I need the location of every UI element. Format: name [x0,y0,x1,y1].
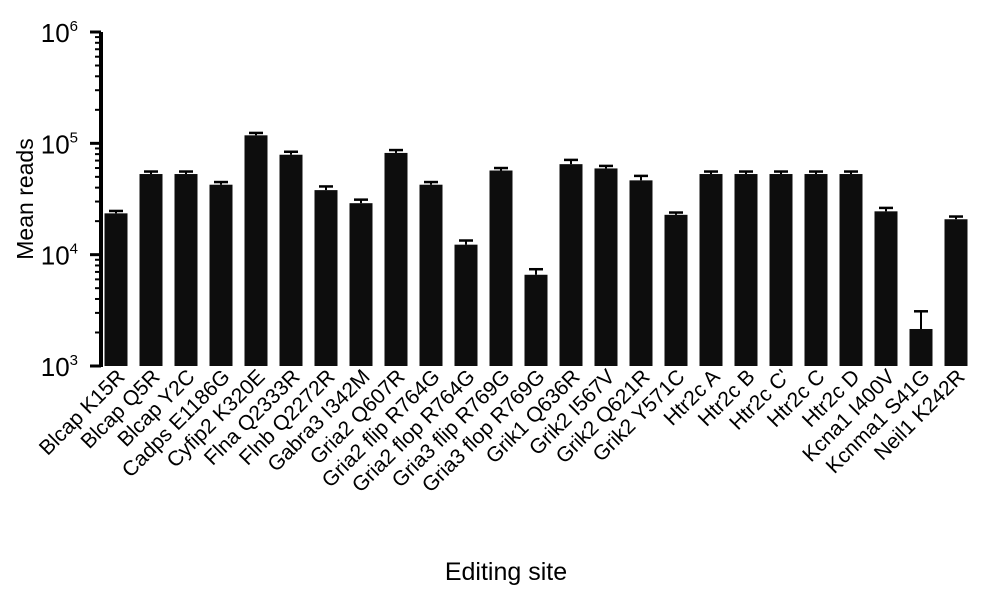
error-bar [319,185,333,191]
error-bars-group [109,131,963,329]
error-bar [389,148,403,153]
bars-group [104,135,968,366]
error-bar [109,209,123,214]
bar [699,174,723,366]
x-axis-title: Editing site [445,558,567,586]
bar [384,152,408,366]
bar [104,213,128,366]
bar [944,219,968,366]
error-bar [564,158,578,165]
bar [839,174,863,366]
error-bar [214,180,228,185]
bar [524,274,548,366]
error-bar [494,166,508,171]
bar [594,168,618,366]
bar [629,180,653,366]
error-bar [669,211,683,215]
bar [874,211,898,366]
bar [489,170,513,366]
y-tick-label: 106 [41,18,78,48]
y-tick-label: 103 [41,352,78,382]
y-axis-title: Mean reads [12,138,38,259]
error-bar [739,170,753,175]
error-bar [529,267,543,275]
y-tick-label: 104 [41,241,78,271]
error-bar [459,239,473,245]
bar [279,154,303,366]
bar [454,244,478,366]
error-bar [249,131,263,136]
bar [349,203,373,366]
bar [769,174,793,366]
error-bar [949,215,963,220]
error-bar [354,198,368,204]
bar [314,190,338,366]
bar [734,174,758,366]
error-bar [144,170,158,175]
bar [244,135,268,366]
error-bar [879,206,893,212]
error-bar [634,174,648,181]
error-bar [179,170,193,175]
error-bar [599,164,613,169]
bar [419,184,443,366]
error-bar [424,180,438,185]
bar [559,164,583,366]
y-tick-label: 105 [41,129,78,159]
y-axis: 103 104 105 106 [41,18,103,382]
error-bar [809,170,823,175]
bar [139,174,163,366]
bar [909,328,933,366]
error-bar [284,150,298,155]
error-bar [704,170,718,175]
bar [209,184,233,366]
error-bar [914,310,928,329]
error-bar [774,170,788,175]
bar [804,174,828,366]
error-bar [844,170,858,175]
bar [664,214,688,366]
bar [174,174,198,366]
